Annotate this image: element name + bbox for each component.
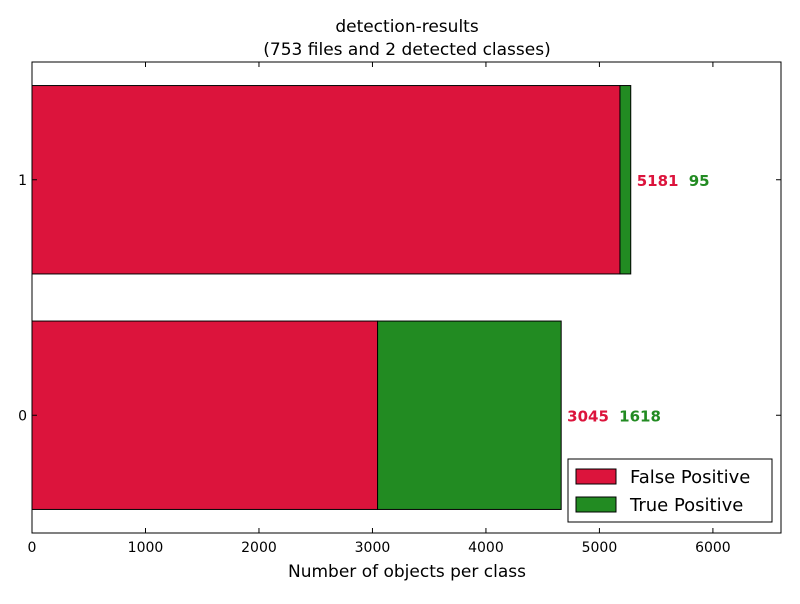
legend-swatch-true-positive: [575, 496, 617, 513]
x-tick-label-4000: 4000: [468, 540, 504, 556]
y-axis: 10: [18, 173, 781, 424]
plot-frame: [31, 61, 782, 534]
x-tick-label-0: 0: [28, 540, 37, 556]
bar-true-positive-class-0: [377, 320, 562, 510]
x-tick-label-1000: 1000: [128, 540, 164, 556]
x-axis-label: Number of objects per class: [288, 562, 526, 582]
x-axis: 0 1000 2000 3000 4000 5000 6000: [28, 62, 731, 556]
chart-title: detection-results: [335, 17, 479, 37]
data-label-true-positive-class-1: 95: [683, 172, 709, 190]
data-label-false-positive-class-1: 5181: [637, 172, 679, 190]
legend-swatch-false-positive: [575, 468, 617, 485]
bar-false-positive-class-1: [31, 85, 621, 275]
y-tick-label-1: 1: [18, 173, 27, 189]
legend-label-true-positive: True Positive: [629, 495, 743, 516]
data-label-class-0: 3045 1618: [567, 407, 661, 425]
bar-false-positive-class-0: [31, 320, 379, 510]
y-tick-label-0: 0: [18, 408, 27, 424]
x-tick-label-6000: 6000: [695, 540, 731, 556]
x-tick-label-5000: 5000: [582, 540, 618, 556]
data-label-true-positive-class-0: 1618: [614, 407, 661, 425]
bar-true-positive-class-1: [619, 85, 632, 275]
bars: [31, 85, 632, 510]
plot-border: [31, 61, 782, 534]
chart-subtitle: (753 files and 2 detected classes): [263, 40, 550, 60]
data-label-class-1: 5181 95: [637, 172, 710, 190]
data-label-false-positive-class-0: 3045: [567, 407, 609, 425]
x-tick-label-2000: 2000: [241, 540, 277, 556]
x-tick-label-3000: 3000: [355, 540, 391, 556]
data-labels: 5181 95 3045 1618: [567, 172, 709, 426]
legend: False Positive True Positive: [567, 458, 773, 523]
legend-label-false-positive: False Positive: [630, 467, 750, 488]
